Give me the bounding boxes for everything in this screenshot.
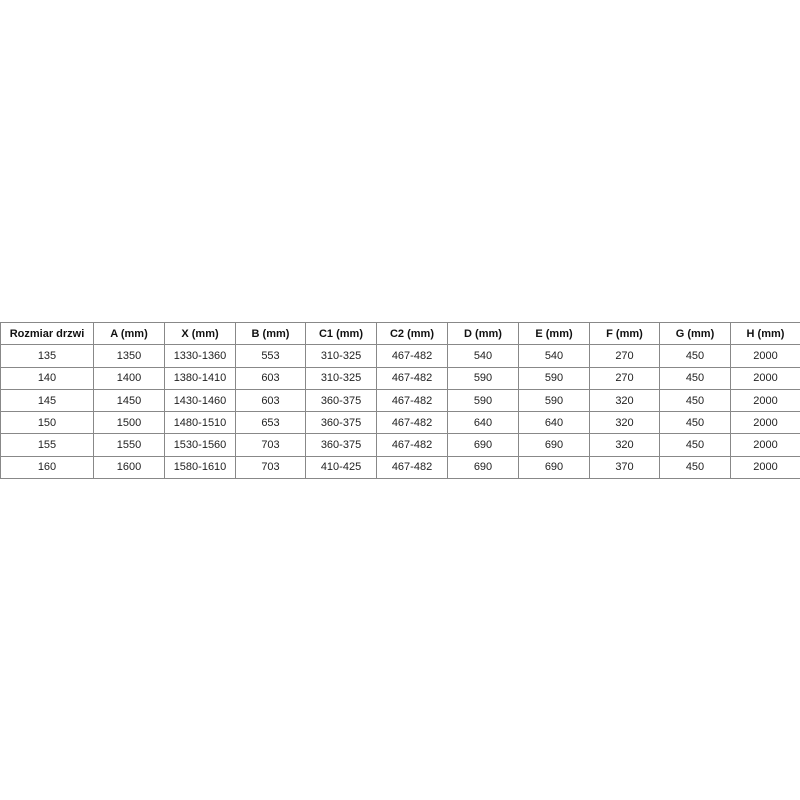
table-body: 135 1350 1330-1360 553 310-325 467-482 540 540 2… <box>0 344 800 480</box>
table-cell: 603 <box>235 366 306 390</box>
table-cell: 690 <box>447 455 519 480</box>
table-cell: 450 <box>659 433 731 457</box>
table-cell: 653 <box>235 411 306 435</box>
column-header: F (mm) <box>589 321 660 346</box>
column-header: H (mm) <box>730 321 800 346</box>
table-cell: 310-325 <box>305 366 377 390</box>
table-cell: 370 <box>589 455 660 480</box>
table-cell: 450 <box>659 411 731 435</box>
table-row: 155 1550 1530-1560 703 360-375 467-482 690 690 3… <box>0 433 800 457</box>
table-cell: 467-482 <box>376 433 448 457</box>
table-cell: 1400 <box>93 366 165 390</box>
table-cell: 1600 <box>93 455 165 480</box>
table-row: 160 1600 1580-1610 703 410-425 467-482 690 690 3… <box>0 455 800 480</box>
table-cell: 690 <box>518 433 590 457</box>
table-cell: 1380-1410 <box>164 366 236 390</box>
table-cell: 2000 <box>730 366 800 390</box>
table-cell: 703 <box>235 455 306 480</box>
table-cell: 467-482 <box>376 388 448 413</box>
table-row: 150 1500 1480-1510 653 360-375 467-482 640 640 3… <box>0 411 800 435</box>
table-cell: 320 <box>589 388 660 413</box>
column-header: E (mm) <box>518 321 590 346</box>
table-cell: 590 <box>518 366 590 390</box>
table-cell: 467-482 <box>376 411 448 435</box>
table-cell: 135 <box>0 344 94 368</box>
table-row: 140 1400 1380-1410 603 310-325 467-482 590 590 2… <box>0 366 800 390</box>
table-cell: 150 <box>0 411 94 435</box>
table-cell: 690 <box>518 455 590 480</box>
table-cell: 1330-1360 <box>164 344 236 368</box>
table-cell: 690 <box>447 433 519 457</box>
table-cell: 603 <box>235 388 306 413</box>
table-row: 135 1350 1330-1360 553 310-325 467-482 540 540 2… <box>0 344 800 368</box>
table-cell: 1450 <box>93 388 165 413</box>
column-header: D (mm) <box>447 321 519 346</box>
table-cell: 140 <box>0 366 94 390</box>
table-cell: 540 <box>518 344 590 368</box>
table-row: 145 1450 1430-1460 603 360-375 467-482 590 590 3… <box>0 388 800 413</box>
table-cell: 590 <box>447 366 519 390</box>
table-cell: 640 <box>447 411 519 435</box>
door-size-table: Rozmiar drzwi A (mm) X (mm) B (mm) C1 (mm) C2… <box>0 321 800 480</box>
table-cell: 270 <box>589 366 660 390</box>
column-header: X (mm) <box>164 321 236 346</box>
table-cell: 320 <box>589 433 660 457</box>
table-cell: 1430-1460 <box>164 388 236 413</box>
table-cell: 155 <box>0 433 94 457</box>
table-cell: 450 <box>659 455 731 480</box>
table-cell: 703 <box>235 433 306 457</box>
table-cell: 1480-1510 <box>164 411 236 435</box>
table-cell: 2000 <box>730 388 800 413</box>
column-header: G (mm) <box>659 321 731 346</box>
table-cell: 360-375 <box>305 411 377 435</box>
table-cell: 450 <box>659 344 731 368</box>
table-cell: 553 <box>235 344 306 368</box>
column-header: C1 (mm) <box>305 321 377 346</box>
table-cell: 145 <box>0 388 94 413</box>
table-cell: 1580-1610 <box>164 455 236 480</box>
table-cell: 2000 <box>730 433 800 457</box>
table-cell: 1500 <box>93 411 165 435</box>
table-cell: 590 <box>518 388 590 413</box>
table-cell: 410-425 <box>305 455 377 480</box>
table-cell: 640 <box>518 411 590 435</box>
column-header: C2 (mm) <box>376 321 448 346</box>
table-header-row: Rozmiar drzwi A (mm) X (mm) B (mm) C1 (mm) C2… <box>0 321 800 346</box>
table-cell: 270 <box>589 344 660 368</box>
table-cell: 450 <box>659 388 731 413</box>
table-cell: 360-375 <box>305 388 377 413</box>
table-cell: 540 <box>447 344 519 368</box>
table-cell: 160 <box>0 455 94 480</box>
table-cell: 310-325 <box>305 344 377 368</box>
table-cell: 2000 <box>730 344 800 368</box>
table-cell: 2000 <box>730 455 800 480</box>
table-cell: 467-482 <box>376 344 448 368</box>
table-cell: 1550 <box>93 433 165 457</box>
table-cell: 467-482 <box>376 366 448 390</box>
table-cell: 450 <box>659 366 731 390</box>
table-cell: 1350 <box>93 344 165 368</box>
table-cell: 467-482 <box>376 455 448 480</box>
column-header: B (mm) <box>235 321 306 346</box>
column-header: A (mm) <box>93 321 165 346</box>
table-cell: 1530-1560 <box>164 433 236 457</box>
column-header: Rozmiar drzwi <box>0 321 94 346</box>
table-cell: 2000 <box>730 411 800 435</box>
table-cell: 590 <box>447 388 519 413</box>
table-cell: 320 <box>589 411 660 435</box>
table-cell: 360-375 <box>305 433 377 457</box>
